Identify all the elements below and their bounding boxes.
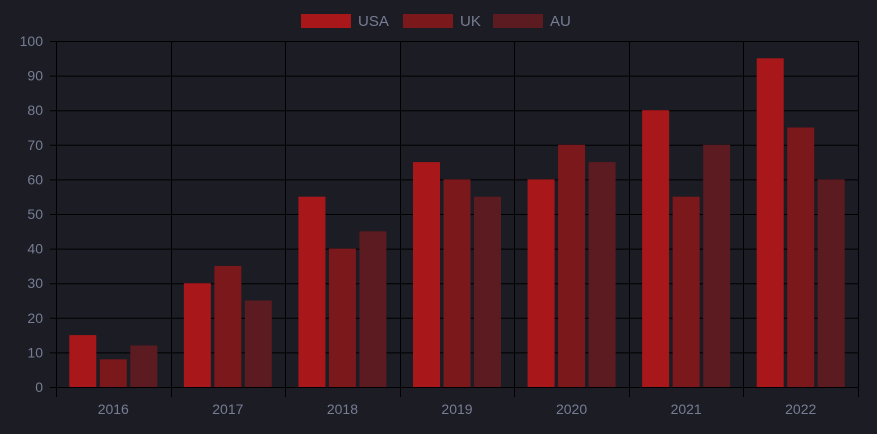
y-tick-label: 100 [20, 33, 44, 49]
x-tick-label: 2017 [212, 401, 243, 417]
bar-au-2022 [817, 179, 845, 387]
y-tick-label: 40 [27, 241, 43, 257]
x-tick-label: 2020 [556, 401, 587, 417]
bar-uk-2016 [99, 359, 127, 387]
bar-uk-2020 [558, 144, 586, 387]
legend-label-uk[interactable]: UK [460, 13, 481, 30]
x-tick-label: 2019 [441, 401, 472, 417]
bar-au-2017 [244, 300, 272, 387]
bar-au-2019 [474, 196, 501, 387]
bar-usa-2020 [527, 179, 555, 387]
legend-label-au[interactable]: AU [550, 13, 571, 30]
bar-usa-2017 [183, 283, 211, 387]
legend-swatch-au[interactable] [493, 14, 543, 28]
x-tick-label: 2022 [785, 401, 816, 417]
bar-au-2016 [130, 345, 158, 387]
bar-uk-2018 [328, 248, 356, 387]
bar-uk-2019 [443, 179, 471, 387]
bar-au-2018 [359, 231, 387, 387]
y-tick-label: 0 [35, 379, 43, 395]
legend-swatch-uk[interactable] [403, 14, 453, 28]
x-tick-label: 2021 [671, 401, 702, 417]
bar-usa-2018 [298, 196, 326, 387]
legend-label-usa[interactable]: USA [358, 13, 389, 30]
y-tick-label: 60 [27, 171, 43, 187]
bar-uk-2022 [787, 127, 815, 387]
bar-au-2021 [703, 144, 731, 387]
y-tick-label: 10 [27, 344, 43, 360]
bar-uk-2021 [672, 196, 700, 387]
y-tick-label: 30 [27, 275, 43, 291]
y-tick-label: 80 [27, 102, 43, 118]
y-tick-label: 50 [27, 206, 43, 222]
bar-au-2020 [588, 162, 616, 387]
legend-swatch-usa[interactable] [301, 14, 351, 28]
y-tick-label: 70 [27, 137, 43, 153]
x-tick-label: 2016 [98, 401, 129, 417]
bar-usa-2016 [69, 335, 97, 387]
bar-usa-2021 [642, 110, 670, 387]
x-tick-label: 2018 [327, 401, 358, 417]
y-tick-label: 20 [27, 310, 43, 326]
y-tick-label: 90 [27, 68, 43, 84]
bar-uk-2017 [214, 265, 242, 387]
bar-usa-2019 [413, 162, 440, 387]
bar-usa-2022 [756, 58, 784, 388]
